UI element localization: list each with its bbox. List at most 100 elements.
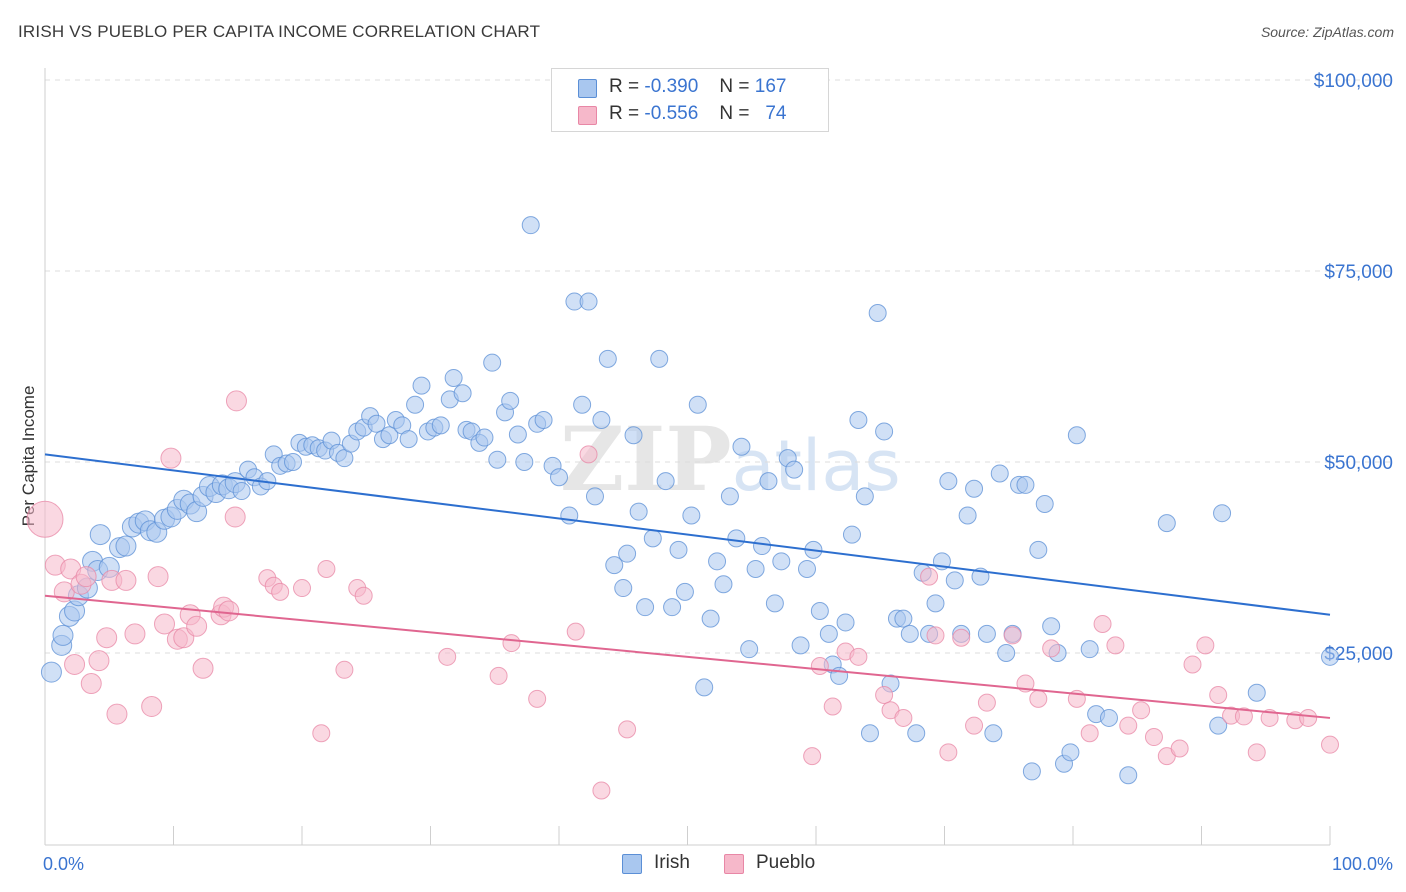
- pueblo-point: [894, 708, 913, 727]
- irish-point: [875, 422, 894, 441]
- irish-point: [412, 376, 431, 395]
- irish-point: [431, 416, 450, 435]
- irish-point: [900, 624, 919, 643]
- pueblo-point: [1209, 686, 1228, 705]
- pueblo-point: [1106, 636, 1125, 655]
- irish-point: [115, 535, 137, 557]
- pueblo-point: [218, 600, 240, 622]
- irish-point: [605, 556, 624, 575]
- irish-r-label: R =: [609, 76, 640, 97]
- pueblo-swatch: [578, 106, 597, 125]
- pueblo-point: [354, 586, 373, 605]
- irish-point: [708, 552, 727, 571]
- irish-point: [585, 487, 604, 506]
- irish-point: [695, 678, 714, 697]
- irish-point: [855, 487, 874, 506]
- irish-point: [791, 636, 810, 655]
- bottom-irish-swatch: [622, 854, 642, 874]
- irish-point: [399, 430, 418, 449]
- pueblo-point: [489, 666, 508, 685]
- irish-point: [675, 582, 694, 601]
- irish-point: [643, 529, 662, 548]
- irish-point: [926, 594, 945, 613]
- pueblo-r-value: -0.556: [644, 103, 699, 124]
- irish-point: [1099, 708, 1118, 727]
- pueblo-point: [1003, 626, 1022, 645]
- pueblo-point: [502, 634, 521, 653]
- irish-point: [990, 464, 1009, 483]
- irish-point: [624, 426, 643, 445]
- pueblo-point: [225, 390, 247, 412]
- pueblo-point: [317, 559, 336, 578]
- pueblo-point: [1042, 639, 1061, 658]
- pueblo-trend-line: [44, 594, 1331, 719]
- irish-point: [663, 598, 682, 617]
- irish-point: [629, 502, 648, 521]
- pueblo-point: [952, 628, 971, 647]
- y-tick-label: $25,000: [1324, 644, 1393, 665]
- pueblo-point: [1299, 708, 1318, 727]
- pueblo-point: [186, 615, 208, 637]
- pueblo-point: [875, 686, 894, 705]
- pueblo-point: [293, 579, 311, 598]
- x-tick-label: 0.0%: [43, 854, 84, 874]
- pueblo-r-label: R =: [609, 103, 640, 124]
- pueblo-point: [618, 720, 637, 739]
- irish-point: [732, 437, 751, 456]
- pueblo-point: [160, 447, 182, 469]
- irish-point: [483, 353, 502, 372]
- pueblo-point: [438, 647, 457, 666]
- irish-n-value: 167: [754, 76, 787, 97]
- watermark-atlas: atlas: [732, 425, 901, 507]
- bottom-irish-label: Irish: [654, 852, 690, 873]
- irish-point: [501, 391, 520, 410]
- pueblo-point: [96, 627, 118, 649]
- pueblo-points: [26, 390, 1339, 800]
- pueblo-point: [1170, 739, 1189, 758]
- irish-point: [753, 537, 772, 556]
- irish-point: [453, 384, 472, 403]
- irish-point: [669, 540, 688, 559]
- pueblo-point: [80, 673, 102, 695]
- irish-point: [765, 594, 784, 613]
- irish-point: [810, 601, 829, 620]
- irish-point: [785, 460, 804, 479]
- bottom-pueblo-swatch: [724, 854, 744, 874]
- irish-point: [232, 482, 251, 501]
- irish-point: [701, 609, 720, 628]
- irish-point: [284, 453, 303, 471]
- chart-source: Source: ZipAtlas.com: [1260, 24, 1394, 40]
- irish-point: [40, 661, 62, 683]
- pueblo-point: [335, 660, 354, 679]
- pueblo-point: [115, 569, 137, 591]
- pueblo-point: [224, 506, 246, 528]
- irish-point: [842, 525, 861, 544]
- irish-point: [1213, 504, 1232, 523]
- irish-point: [772, 552, 791, 571]
- y-tick-label: $75,000: [1324, 262, 1393, 283]
- pueblo-point: [920, 567, 939, 586]
- irish-point: [798, 559, 817, 578]
- pueblo-point: [1196, 636, 1215, 655]
- pueblo-point: [803, 747, 822, 766]
- irish-point: [444, 368, 463, 387]
- irish-point: [682, 506, 701, 525]
- irish-point: [1080, 640, 1099, 659]
- pueblo-point: [1321, 735, 1339, 754]
- pueblo-point: [106, 703, 128, 725]
- pueblo-point: [926, 626, 945, 645]
- pueblo-point: [141, 695, 163, 717]
- irish-point: [636, 598, 655, 617]
- irish-point: [945, 571, 964, 590]
- pueblo-point: [965, 716, 984, 735]
- pueblo-point: [154, 613, 176, 635]
- irish-point: [894, 609, 913, 628]
- irish-point: [406, 395, 425, 414]
- pueblo-point: [592, 781, 611, 800]
- irish-point: [727, 529, 746, 548]
- irish-point: [688, 395, 707, 414]
- pueblo-point: [579, 445, 598, 464]
- irish-r-value: -0.390: [644, 76, 699, 97]
- irish-point: [836, 613, 855, 632]
